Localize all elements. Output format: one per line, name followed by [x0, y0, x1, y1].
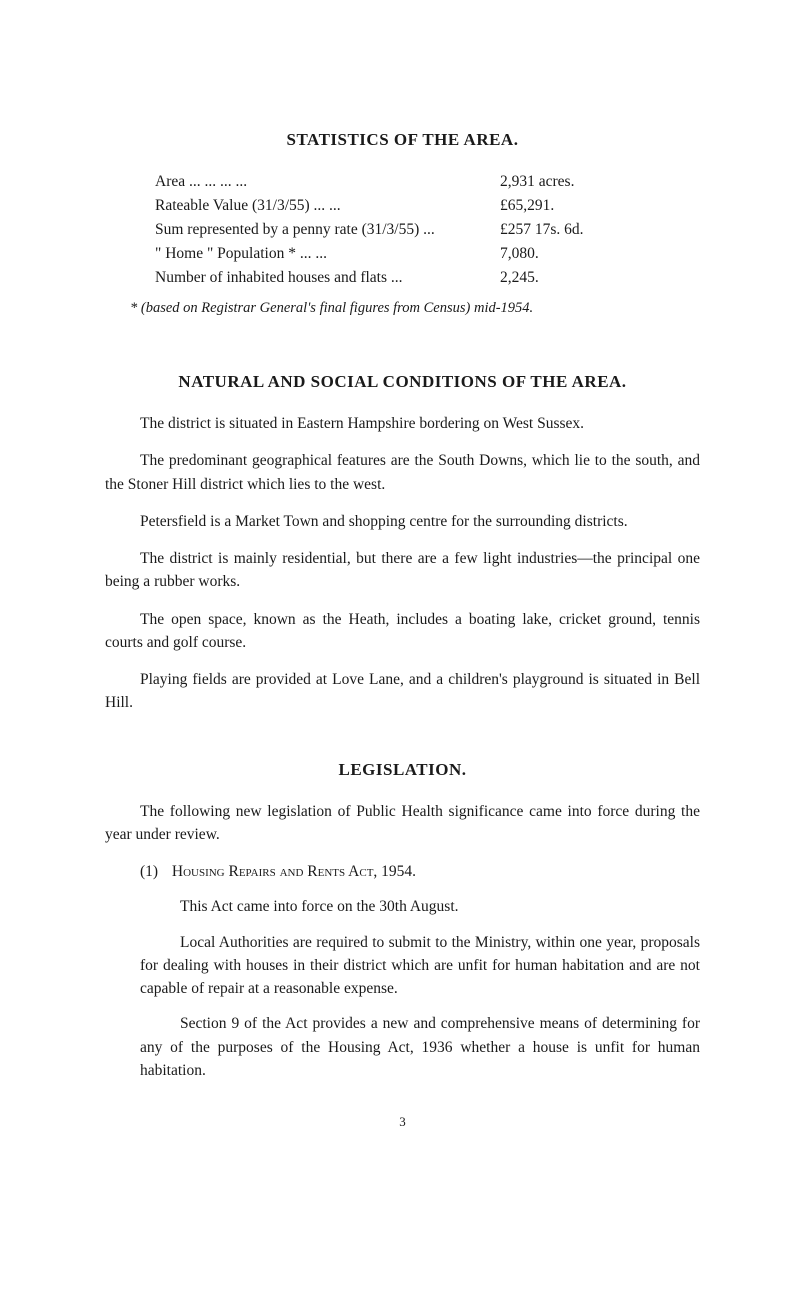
paragraph: Playing fields are provided at Love Lane…	[105, 668, 700, 715]
stats-value: £257 17s. 6d.	[500, 218, 700, 242]
paragraph: The district is mainly residential, but …	[105, 547, 700, 594]
stats-label: " Home " Population * ... ...	[155, 242, 500, 266]
list-item-title: Housing Repairs and Rents Act, 1954.	[172, 863, 416, 880]
paragraph: Petersfield is a Market Town and shoppin…	[105, 510, 700, 533]
paragraph: The following new legislation of Public …	[105, 800, 700, 847]
sub-paragraph: This Act came into force on the 30th Aug…	[140, 895, 700, 918]
paragraph: The predominant geographical features ar…	[105, 449, 700, 496]
sub-paragraph: Local Authorities are required to submit…	[140, 931, 700, 1001]
paragraph: The open space, known as the Heath, incl…	[105, 608, 700, 655]
statistics-table: Area ... ... ... ... 2,931 acres. Rateab…	[155, 170, 700, 290]
sub-paragraph: Section 9 of the Act provides a new and …	[140, 1012, 700, 1082]
stats-label: Area ... ... ... ...	[155, 170, 500, 194]
stats-row: Rateable Value (31/3/55) ... ... £65,291…	[155, 194, 700, 218]
stats-value: 2,931 acres.	[500, 170, 700, 194]
stats-row: Area ... ... ... ... 2,931 acres.	[155, 170, 700, 194]
stats-value: £65,291.	[500, 194, 700, 218]
stats-value: 2,245.	[500, 266, 700, 290]
page-number: 3	[105, 1114, 700, 1130]
stats-label: Rateable Value (31/3/55) ... ...	[155, 194, 500, 218]
legislation-list-item: (1) Housing Repairs and Rents Act, 1954.	[140, 860, 700, 883]
paragraph: The district is situated in Eastern Hamp…	[105, 412, 700, 435]
stats-row: Sum represented by a penny rate (31/3/55…	[155, 218, 700, 242]
stats-row: Number of inhabited houses and flats ...…	[155, 266, 700, 290]
stats-label: Number of inhabited houses and flats ...	[155, 266, 500, 290]
stats-label: Sum represented by a penny rate (31/3/55…	[155, 218, 500, 242]
legislation-body: The following new legislation of Public …	[105, 800, 700, 847]
legislation-title: LEGISLATION.	[105, 760, 700, 780]
list-number: (1)	[140, 860, 168, 883]
statistics-footnote: * (based on Registrar General's final fi…	[130, 300, 700, 317]
stats-value: 7,080.	[500, 242, 700, 266]
stats-row: " Home " Population * ... ... 7,080.	[155, 242, 700, 266]
conditions-body: The district is situated in Eastern Hamp…	[105, 412, 700, 715]
statistics-title: STATISTICS OF THE AREA.	[105, 130, 700, 150]
conditions-title: NATURAL AND SOCIAL CONDITIONS OF THE ARE…	[105, 372, 700, 392]
